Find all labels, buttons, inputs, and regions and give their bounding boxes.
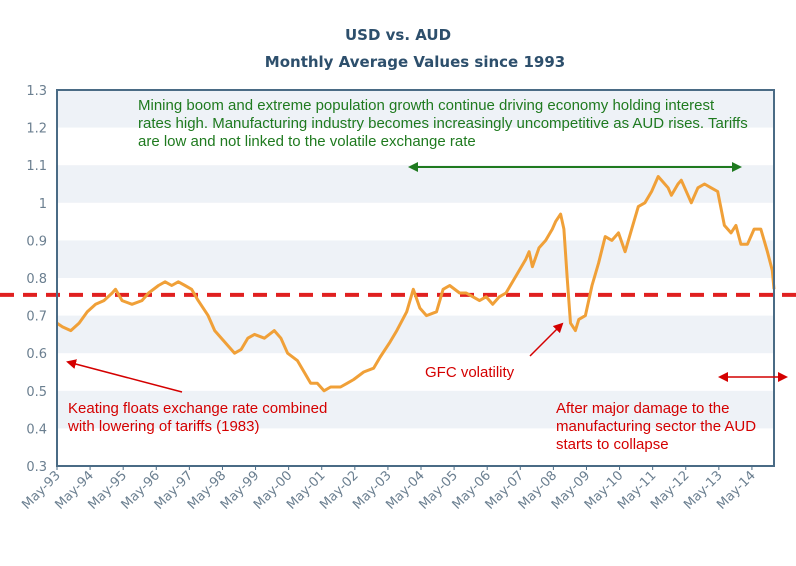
y-axis: 0.3 0.4 0.5 0.6 0.7 0.8 0.9 1 1.1 1.2 1.3 bbox=[26, 84, 47, 475]
y-tick-label: 0.3 bbox=[26, 460, 47, 475]
y-tick-label: 0.7 bbox=[26, 310, 47, 325]
y-tick-label: 0.9 bbox=[26, 234, 47, 249]
chart-subtitle: Monthly Average Values since 1993 bbox=[265, 53, 565, 71]
annotation-collapse: After major damage to the manufacturing … bbox=[556, 400, 757, 453]
y-tick-label: 0.6 bbox=[26, 347, 47, 362]
y-tick-label: 0.5 bbox=[26, 385, 47, 400]
y-tick-label: 0.8 bbox=[26, 272, 47, 287]
grid-band bbox=[57, 390, 774, 429]
annotation-gfc: GFC volatility bbox=[425, 364, 515, 381]
y-tick-label: 1.2 bbox=[26, 122, 47, 137]
series-line bbox=[56, 175, 776, 393]
y-tick-label: 1.1 bbox=[26, 159, 47, 174]
grid-band bbox=[57, 315, 774, 354]
annotation-mining: Mining boom and extreme population growt… bbox=[138, 97, 748, 150]
annotation-keating: Keating floats exchange rate combined wi… bbox=[68, 400, 328, 435]
y-tick-label: 0.4 bbox=[26, 422, 47, 437]
chart-title: USD vs. AUD bbox=[345, 26, 451, 44]
y-tick-label: 1.3 bbox=[26, 84, 47, 99]
plot-frame bbox=[56, 89, 775, 467]
gfc-arrow bbox=[529, 322, 564, 357]
grid-band bbox=[57, 90, 774, 128]
grid-band bbox=[57, 240, 774, 278]
y-tick-label: 1 bbox=[39, 197, 47, 212]
x-axis: May-93May-94May-95May-96May-97May-98May-… bbox=[19, 466, 759, 513]
keating-arrow bbox=[66, 359, 183, 393]
